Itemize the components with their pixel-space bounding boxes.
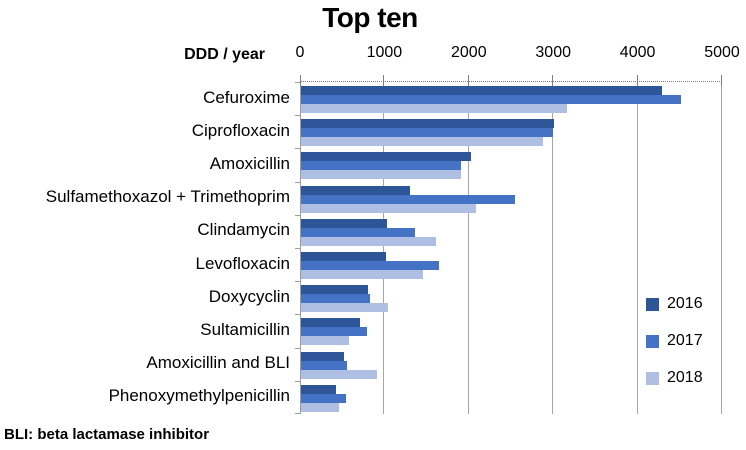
bar-2017 [301,360,347,370]
gridline [552,82,554,414]
legend-label: 2016 [667,295,703,312]
bar-2018 [301,402,339,412]
bar-2016 [301,119,554,129]
bar-2018 [301,303,388,313]
plot-area [295,75,722,414]
category-label: Sulfamethoxazol + Trimethoprim [45,187,290,207]
chart-title: Top ten [322,2,418,33]
category-label: Amoxicillin [209,153,290,173]
x-axis-tick-mark [552,75,554,86]
legend-swatch-2016 [646,297,659,311]
category-axis-tick-mark [295,348,300,349]
bar-2016 [301,218,387,228]
bar-2016 [301,86,662,95]
bar-2017 [301,128,553,138]
bar-2018 [301,369,377,379]
bar-2017 [301,161,461,171]
x-axis-tick-labels: 0 1000 2000 3000 4000 5000 [296,44,740,64]
bar-2016 [301,351,344,361]
category-label: Amoxicillin and BLI [146,353,290,373]
category-axis-tick-mark [295,115,300,116]
category-axis-tick-mark [295,413,300,414]
bar-2018 [301,336,349,346]
gridline [383,82,385,414]
bar-2017 [301,95,681,104]
bar-2017 [301,194,515,204]
legend-entry: 2018 [646,369,703,386]
bar-2018 [301,137,543,147]
bar-2016 [301,252,386,261]
bar-2017 [301,327,367,337]
x-axis-tick-mark [721,75,722,86]
x-axis-tick-mark [383,75,385,86]
legend-label: 2018 [667,369,703,386]
bar-2018 [301,170,461,180]
legend-swatch-2017 [646,334,659,348]
category-label: Sultamicillin [200,319,290,339]
category-axis-tick-mark [295,248,300,249]
gridline [636,82,638,414]
category-label: Ciprofloxacin [191,120,290,140]
category-axis-tick-mark [295,314,300,315]
bar-2016 [301,185,410,195]
category-axis-tick-mark [295,148,300,149]
gridline [467,82,469,414]
legend: 2016 2017 2018 [646,295,703,408]
gridline [721,82,722,414]
category-label: Doxycyclin [208,286,290,306]
bar-2016 [301,384,336,394]
bar-2017 [301,227,415,237]
category-label: Levofloxacin [195,253,290,273]
bar-2016 [301,152,471,162]
legend-entry: 2017 [646,332,703,349]
category-axis-line [300,82,301,414]
x-axis-tick-mark [636,75,638,86]
legend-swatch-2018 [646,371,659,385]
bar-2016 [301,318,360,328]
bar-2018 [301,104,567,113]
bar-2018 [301,270,423,279]
bar-2017 [301,294,370,304]
bar-2018 [301,203,476,213]
category-label: Phenoxymethylpenicillin [108,386,290,406]
category-axis-tick-mark [295,281,300,282]
legend-entry: 2016 [646,295,703,312]
x-axis-tick-mark [300,75,301,86]
footnote: BLI: beta lactamase inhibitor [4,426,210,443]
category-axis-labels: Cefuroxime Ciprofloxacin Amoxicillin Sulfam… [0,81,290,413]
bar-2016 [301,285,368,295]
category-axis-tick-mark [295,82,300,83]
category-label: Clindamycin [197,220,290,240]
category-axis-tick-mark [295,182,300,183]
category-axis-tick-mark [295,381,300,382]
bar-2017 [301,393,346,403]
x-axis-unit-label: DDD / year [184,46,265,63]
legend-label: 2017 [667,332,703,349]
x-axis-tick-label: 5000 [704,44,740,61]
x-axis-tick-label: 4000 [619,44,656,61]
x-axis-tick-label: 2000 [451,44,487,61]
x-axis-tick-mark [467,75,469,86]
x-axis-tick-label: 3000 [535,44,571,61]
bar-2017 [301,261,439,270]
x-axis-tick-label: 0 [295,44,305,61]
category-label: Cefuroxime [203,87,290,107]
category-axis-tick-mark [295,215,300,216]
bar-2018 [301,236,436,246]
x-axis-tick-label: 1000 [366,44,403,61]
